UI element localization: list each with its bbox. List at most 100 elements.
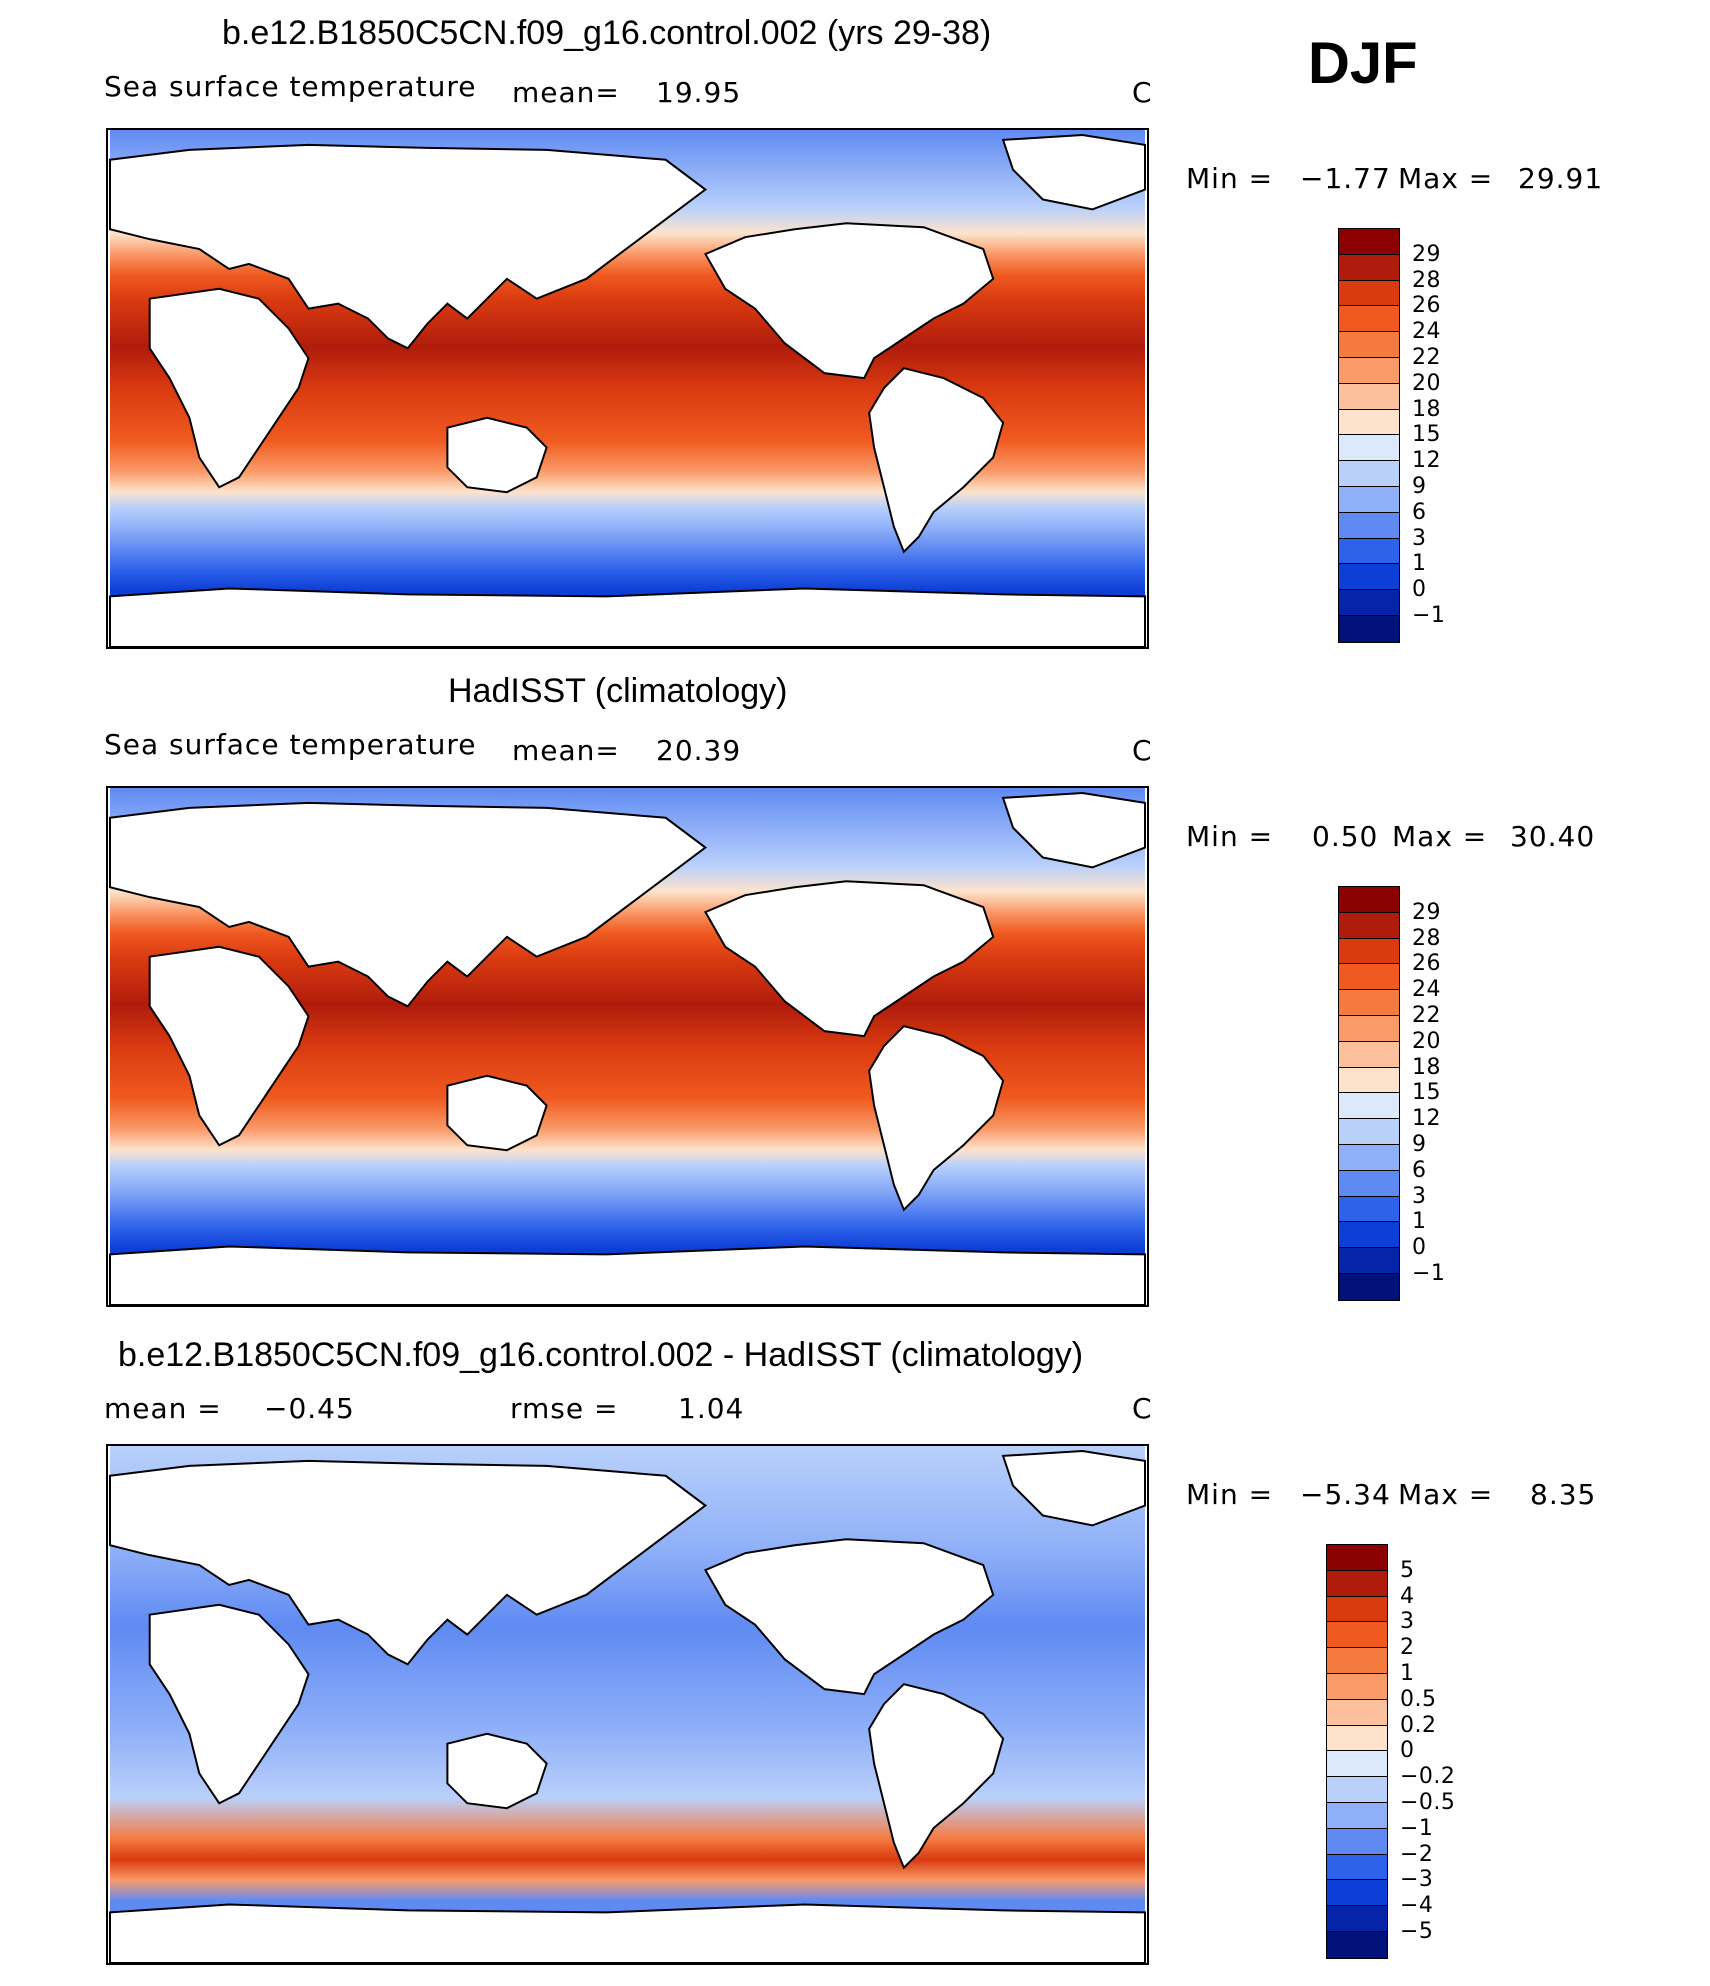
panel-3-mean-value: −0.45 (264, 1392, 355, 1425)
colorbar-swatch (1339, 1222, 1399, 1249)
colorbar-label: 29 (1412, 241, 1441, 267)
panel-2-min-label: Min = (1186, 820, 1274, 853)
colorbar-label: 1 (1400, 1661, 1415, 1686)
colorbar-label: 3 (1412, 1183, 1427, 1209)
colorbar-label: 26 (1412, 951, 1441, 977)
panel-3-min-value: −5.34 (1300, 1478, 1391, 1511)
colorbar-swatch (1327, 1622, 1387, 1649)
colorbar-swatch (1327, 1673, 1387, 1700)
colorbar-label: 24 (1412, 319, 1441, 345)
colorbar-label: −1 (1412, 603, 1446, 628)
colorbar-label: 20 (1412, 370, 1441, 396)
panel-1-title: b.e12.B1850C5CN.f09_g16.control.002 (yrs… (222, 14, 992, 52)
colorbar-swatch (1327, 1854, 1387, 1881)
colorbar-label: 1 (1412, 1209, 1427, 1235)
colorbar-swatch (1339, 1067, 1399, 1094)
colorbar-label: 26 (1412, 293, 1441, 319)
colorbar-label: −1 (1412, 1261, 1446, 1286)
colorbar-label: 6 (1412, 1157, 1427, 1183)
colorbar-swatch (1339, 564, 1399, 591)
colorbar-label: −3 (1400, 1867, 1434, 1893)
colorbar-label: 3 (1412, 525, 1427, 551)
colorbar-swatches (1326, 1544, 1388, 1959)
panel-2-map (106, 786, 1149, 1307)
panel-3-max-label: Max = (1398, 1478, 1494, 1511)
colorbar-swatch (1327, 1648, 1387, 1674)
colorbar-swatch (1339, 461, 1399, 487)
colorbar-swatch (1339, 590, 1399, 616)
panel-1-map (106, 128, 1149, 649)
colorbar-label: 20 (1412, 1028, 1441, 1054)
colorbar-label: 22 (1412, 345, 1441, 370)
panel-3-rmse-value: 1.04 (678, 1392, 745, 1425)
colorbar-swatch (1339, 912, 1399, 939)
colorbar-swatch (1339, 280, 1399, 307)
colorbar-label: 4 (1400, 1583, 1415, 1609)
colorbar-swatch (1339, 1041, 1399, 1068)
panel-3-rmse-label: rmse = (510, 1392, 619, 1425)
panel-2-min-value: 0.50 (1312, 820, 1379, 853)
panel-1-min-value: −1.77 (1300, 162, 1391, 195)
panel-2-max-value: 30.40 (1510, 820, 1596, 853)
colorbar-swatch (1339, 964, 1399, 991)
colorbar-swatch (1327, 1545, 1387, 1571)
panel-2-variable-label: Sea surface temperature (104, 728, 477, 761)
colorbar-swatch (1339, 332, 1399, 358)
colorbar-swatch (1327, 1906, 1387, 1932)
colorbar-swatch (1339, 512, 1399, 539)
colorbar-label: 0 (1412, 1235, 1427, 1261)
colorbar-swatch (1327, 1596, 1387, 1623)
colorbar-swatch (1327, 1725, 1387, 1752)
colorbar-label: 0.2 (1400, 1712, 1437, 1738)
colorbar-label: −4 (1400, 1893, 1434, 1919)
colorbar-swatch (1339, 1196, 1399, 1223)
panel-2-units: C (1132, 734, 1153, 767)
colorbar-label: −5 (1400, 1919, 1434, 1944)
colorbar-label: 28 (1412, 925, 1441, 951)
colorbar-swatch (1339, 254, 1399, 281)
panel-1-mean-label: mean= (512, 76, 620, 109)
colorbar-swatch (1339, 357, 1399, 384)
panel-1-min-label: Min = (1186, 162, 1274, 195)
colorbar-label: −1 (1400, 1815, 1434, 1841)
panel-3-max-value: 8.35 (1530, 1478, 1597, 1511)
colorbar-label: 12 (1412, 448, 1441, 474)
panel-1-max-label: Max = (1398, 162, 1494, 195)
colorbar-label: −2 (1400, 1841, 1434, 1867)
colorbar-swatch (1339, 229, 1399, 255)
panel-2-mean-value: 20.39 (656, 734, 742, 767)
colorbar-label: 9 (1412, 1132, 1427, 1157)
colorbar-swatch (1339, 990, 1399, 1016)
colorbar-swatches (1338, 228, 1400, 643)
colorbar-swatch (1339, 1273, 1399, 1300)
colorbar-swatch (1339, 486, 1399, 513)
colorbar-label: 0 (1400, 1738, 1415, 1764)
colorbar-swatch (1339, 1170, 1399, 1197)
colorbar-swatch (1339, 1015, 1399, 1042)
panel-3-min-label: Min = (1186, 1478, 1274, 1511)
colorbar-label: 1 (1412, 551, 1427, 577)
colorbar-label: 18 (1412, 1054, 1441, 1080)
colorbar-swatch (1327, 1751, 1387, 1778)
colorbar-label: 22 (1412, 1003, 1441, 1028)
colorbar-label: 24 (1412, 977, 1441, 1003)
colorbar-label: 3 (1400, 1609, 1415, 1635)
colorbar-label: 15 (1412, 422, 1441, 448)
colorbar-swatch (1339, 1144, 1399, 1171)
colorbar-swatch (1327, 1699, 1387, 1726)
colorbar-label: 0.5 (1400, 1686, 1437, 1712)
colorbar-swatch (1327, 1880, 1387, 1907)
colorbar-swatch (1339, 1093, 1399, 1120)
colorbar-swatch (1327, 1777, 1387, 1803)
panel-2-max-label: Max = (1392, 820, 1488, 853)
colorbar-swatch (1339, 938, 1399, 965)
colorbar-label: 6 (1412, 499, 1427, 525)
panel-1-variable-label: Sea surface temperature (104, 70, 477, 103)
colorbar-label: 9 (1412, 474, 1427, 499)
colorbar-swatch (1339, 1119, 1399, 1145)
colorbar-swatch (1339, 383, 1399, 410)
colorbar-swatch (1339, 306, 1399, 333)
panel-1-max-value: 29.91 (1518, 162, 1604, 195)
panel-2-mean-label: mean= (512, 734, 620, 767)
colorbar-label: 0 (1412, 577, 1427, 603)
